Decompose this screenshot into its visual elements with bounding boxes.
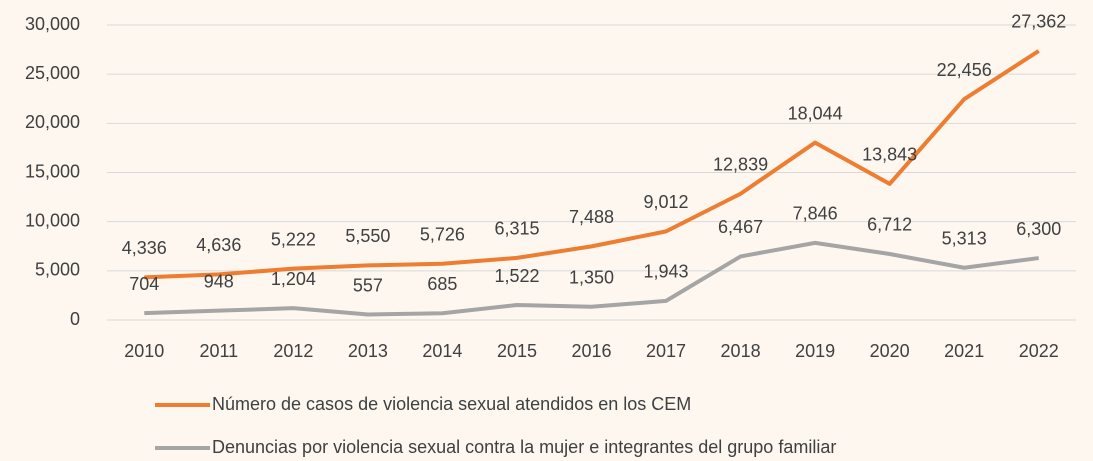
- data-label: 4,636: [196, 235, 241, 255]
- data-label: 6,467: [718, 217, 763, 237]
- x-tick-label: 2010: [124, 341, 164, 361]
- data-label: 27,362: [1011, 12, 1066, 32]
- data-label: 5,313: [942, 229, 987, 249]
- x-tick-label: 2020: [870, 341, 910, 361]
- y-tick-label: 30,000: [25, 14, 80, 34]
- data-label: 6,712: [867, 215, 912, 235]
- y-tick-label: 25,000: [25, 63, 80, 83]
- series-line: [144, 240, 1039, 317]
- data-label: 13,843: [862, 145, 917, 165]
- x-tick-label: 2013: [348, 341, 388, 361]
- data-label: 4,336: [122, 238, 167, 258]
- x-tick-label: 2012: [273, 341, 313, 361]
- data-label: 18,044: [788, 103, 843, 123]
- data-label: 6,300: [1016, 219, 1061, 239]
- data-label: 685: [427, 274, 457, 294]
- data-label: 12,839: [713, 154, 768, 174]
- legend-label: Número de casos de violencia sexual aten…: [212, 394, 691, 414]
- x-tick-label: 2017: [646, 341, 686, 361]
- data-label: 9,012: [644, 192, 689, 212]
- data-label: 22,456: [937, 60, 992, 80]
- data-label: 7,488: [569, 207, 614, 227]
- data-label: 1,350: [569, 267, 614, 287]
- data-label: 1,943: [644, 262, 689, 282]
- data-label: 6,315: [494, 219, 539, 239]
- x-tick-label: 2019: [795, 341, 835, 361]
- y-tick-label: 15,000: [25, 161, 80, 181]
- data-label: 1,204: [271, 269, 316, 289]
- data-label: 5,550: [345, 226, 390, 246]
- series-line: [144, 49, 1040, 280]
- data-label: 948: [204, 271, 234, 291]
- x-tick-label: 2015: [497, 341, 537, 361]
- x-tick-label: 2016: [571, 341, 611, 361]
- y-tick-label: 5,000: [35, 260, 80, 280]
- data-label: 1,522: [494, 266, 539, 286]
- data-label: 5,222: [271, 229, 316, 249]
- x-tick-label: 2018: [721, 341, 761, 361]
- data-label: 7,846: [793, 204, 838, 224]
- x-tick-label: 2014: [422, 341, 462, 361]
- data-label: 704: [129, 274, 159, 294]
- x-tick-label: 2022: [1019, 341, 1059, 361]
- y-tick-label: 0: [70, 309, 80, 329]
- legend-label: Denuncias por violencia sexual contra la…: [212, 437, 836, 457]
- data-label: 557: [353, 275, 383, 295]
- x-tick-label: 2011: [199, 341, 238, 361]
- y-tick-label: 20,000: [25, 112, 80, 132]
- data-label: 5,726: [420, 224, 465, 244]
- y-tick-label: 10,000: [25, 210, 80, 230]
- x-tick-label: 2021: [944, 341, 984, 361]
